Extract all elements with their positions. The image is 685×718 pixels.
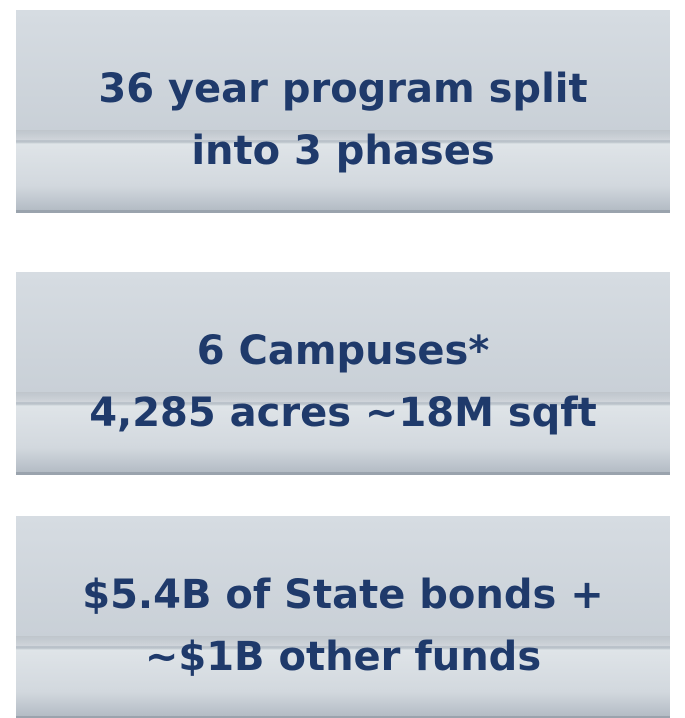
text-line: $5.4B of State bonds + [16,564,670,626]
block-text: $5.4B of State bonds +~$1B other funds [16,564,670,688]
text-line: 6 Campuses* [16,320,670,382]
text-line: ~$1B other funds [16,626,670,688]
stone-block: $5.4B of State bonds +~$1B other funds [16,516,670,718]
text-line: into 3 phases [16,120,670,182]
block-text: 6 Campuses*4,285 acres ~18M sqft [16,320,670,444]
stone-block: 6 Campuses*4,285 acres ~18M sqft [16,272,670,475]
text-line: 36 year program split [16,58,670,120]
text-line: 4,285 acres ~18M sqft [16,382,670,444]
page: 36 year program splitinto 3 phases 6 Camp… [0,0,685,718]
